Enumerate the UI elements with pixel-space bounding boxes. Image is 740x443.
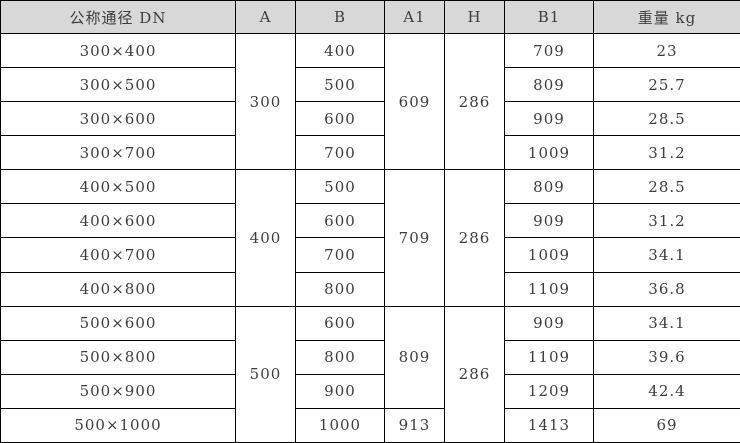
cell-kg: 28.5 <box>593 101 740 137</box>
cell-b: 600 <box>295 203 385 239</box>
cell-dn: 400×500 <box>0 169 236 205</box>
cell-dn: 400×600 <box>0 203 236 239</box>
cell-b: 600 <box>295 101 385 137</box>
cell-a1-merged: 709 <box>384 169 445 307</box>
cell-h-merged: 286 <box>444 169 505 307</box>
cell-dn: 300×400 <box>0 32 236 69</box>
cell-b1: 1209 <box>504 373 594 409</box>
table-row: 500×900 900 1209 42.4 <box>0 373 740 409</box>
cell-b: 1000 <box>295 407 385 443</box>
table-row: 400×600 600 909 31.2 <box>0 203 740 239</box>
cell-a1-merged: 609 <box>384 32 445 171</box>
cell-kg: 31.2 <box>593 135 740 171</box>
cell-b: 400 <box>295 32 385 69</box>
col-header-a: A <box>235 0 296 34</box>
cell-kg: 28.5 <box>593 169 740 205</box>
table-row: 400×700 700 1009 34.1 <box>0 237 740 273</box>
cell-b1: 909 <box>504 305 594 341</box>
col-header-b1: B1 <box>504 0 594 34</box>
cell-dn: 400×800 <box>0 271 236 307</box>
cell-h-merged: 286 <box>444 32 505 171</box>
cell-kg: 42.4 <box>593 373 740 409</box>
cell-dn: 300×500 <box>0 67 236 103</box>
col-header-a1: A1 <box>384 0 445 34</box>
col-header-h: H <box>444 0 505 34</box>
cell-kg: 25.7 <box>593 67 740 103</box>
cell-b1: 1413 <box>504 407 594 443</box>
cell-dn: 300×700 <box>0 135 236 171</box>
table-row: 400×800 800 1109 36.8 <box>0 271 740 307</box>
cell-kg: 34.1 <box>593 237 740 273</box>
table-row: 500×800 800 1109 39.6 <box>0 339 740 375</box>
cell-b: 800 <box>295 271 385 307</box>
cell-h-merged: 286 <box>444 305 505 443</box>
cell-kg: 39.6 <box>593 339 740 375</box>
cell-b: 600 <box>295 305 385 341</box>
cell-a-merged: 500 <box>235 305 296 443</box>
cell-b1: 1109 <box>504 271 594 307</box>
cell-a1-merged: 809 <box>384 305 445 409</box>
cell-b: 900 <box>295 373 385 409</box>
cell-b1: 1009 <box>504 135 594 171</box>
cell-b: 800 <box>295 339 385 375</box>
col-header-kg: 重量 kg <box>593 0 740 34</box>
cell-b1: 809 <box>504 169 594 205</box>
table-row: 400×500 400 500 709 286 809 28.5 <box>0 169 740 307</box>
cell-b: 700 <box>295 135 385 171</box>
cell-kg: 23 <box>593 32 740 69</box>
cell-a-merged: 400 <box>235 169 296 307</box>
cell-a1: 913 <box>384 407 445 443</box>
table-row: 500×1000 1000 913 1413 69 <box>0 407 740 443</box>
cell-b1: 809 <box>504 67 594 103</box>
cell-b: 500 <box>295 67 385 103</box>
cell-kg: 69 <box>593 407 740 443</box>
cell-dn: 300×600 <box>0 101 236 137</box>
cell-b1: 1009 <box>504 237 594 273</box>
col-header-b: B <box>295 0 385 34</box>
cell-kg: 34.1 <box>593 305 740 341</box>
table-row: 500×600 500 600 809 286 909 34.1 <box>0 305 740 443</box>
cell-a-merged: 300 <box>235 32 296 171</box>
table-row: 300×700 700 1009 31.2 <box>0 135 740 171</box>
cell-b: 700 <box>295 237 385 273</box>
cell-b1: 709 <box>504 32 594 69</box>
cell-b1: 909 <box>504 101 594 137</box>
cell-dn: 500×1000 <box>0 407 236 443</box>
table-row: 300×400 300 400 609 286 709 23 <box>0 32 740 171</box>
cell-dn: 500×800 <box>0 339 236 375</box>
table-row: 300×500 500 809 25.7 <box>0 67 740 103</box>
header-row: 公称通径 DN A B A1 H B1 重量 kg <box>0 0 740 34</box>
cell-kg: 31.2 <box>593 203 740 239</box>
cell-dn: 500×600 <box>0 305 236 341</box>
table-row: 300×600 600 909 28.5 <box>0 101 740 137</box>
cell-b1: 1109 <box>504 339 594 375</box>
cell-b: 500 <box>295 169 385 205</box>
cell-b1: 909 <box>504 203 594 239</box>
cell-kg: 36.8 <box>593 271 740 307</box>
cell-dn: 400×700 <box>0 237 236 273</box>
cell-dn: 500×900 <box>0 373 236 409</box>
col-header-dn: 公称通径 DN <box>0 0 236 34</box>
